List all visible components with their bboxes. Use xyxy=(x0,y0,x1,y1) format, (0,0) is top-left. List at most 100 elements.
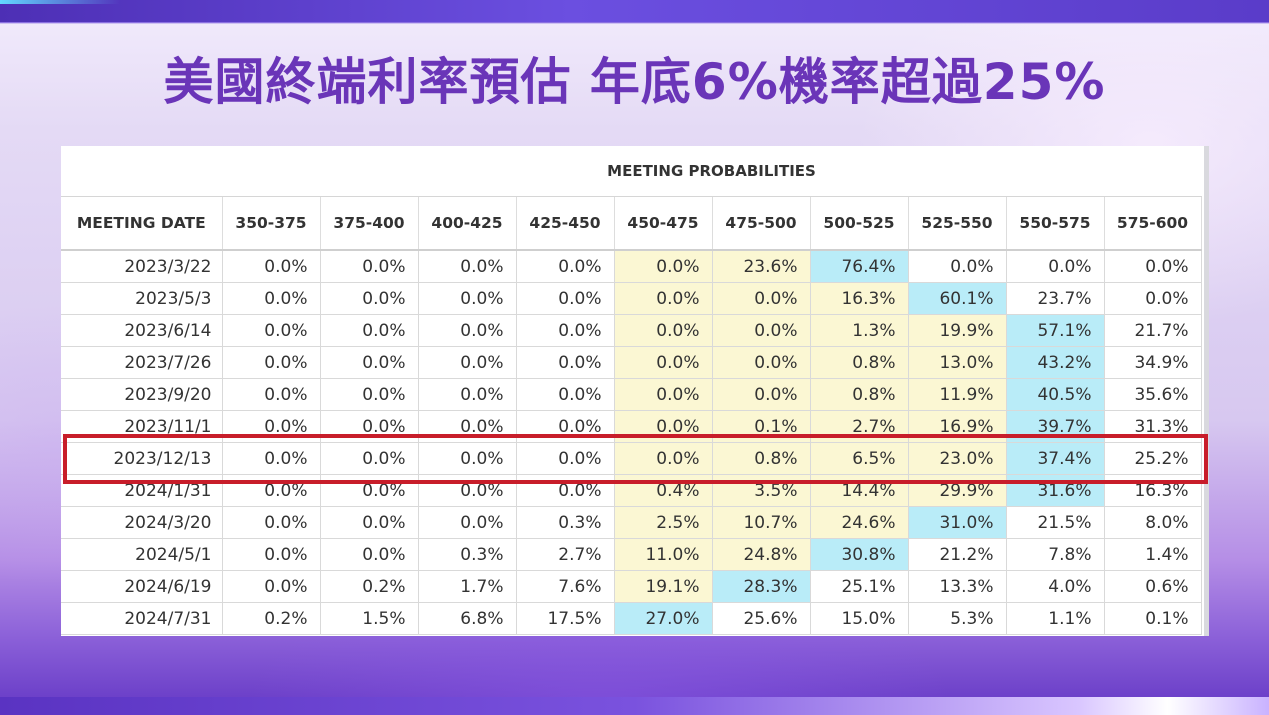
probability-cell: 0.0% xyxy=(222,474,321,507)
probability-cell: 6.5% xyxy=(810,442,909,475)
probability-cell: 13.0% xyxy=(908,346,1007,379)
probability-cell: 31.0% xyxy=(908,506,1007,539)
probability-cell: 24.6% xyxy=(810,506,909,539)
probability-cell: 23.0% xyxy=(908,442,1007,475)
probability-cell: 0.0% xyxy=(320,442,419,475)
probability-cell: 29.9% xyxy=(908,474,1007,507)
table-row: 2023/7/26 0.0% 0.0% 0.0% 0.0% 0.0% 0.0% 0.8% 13.… xyxy=(61,346,1202,379)
probability-cell: 0.0% xyxy=(222,570,321,603)
probability-cell: 0.0% xyxy=(418,442,517,475)
probability-cell: 21.7% xyxy=(1104,314,1202,347)
column-header-row: MEETING DATE 350-375 375-400 400-425 425-450… xyxy=(61,196,1202,251)
probability-cell: 0.0% xyxy=(222,442,321,475)
probability-cell: 0.0% xyxy=(320,314,419,347)
probability-cell: 0.0% xyxy=(516,346,615,379)
column-header-400-425: 400-425 xyxy=(418,196,517,251)
meeting-date-cell: 2023/9/20 xyxy=(61,378,223,411)
probability-cell: 0.0% xyxy=(320,474,419,507)
probability-cell: 37.4% xyxy=(1006,442,1105,475)
column-header-500-525: 500-525 xyxy=(810,196,909,251)
probability-cell: 0.0% xyxy=(320,506,419,539)
meeting-date-cell: 2024/1/31 xyxy=(61,474,223,507)
probability-cell: 3.5% xyxy=(712,474,811,507)
probability-cell: 0.8% xyxy=(712,442,811,475)
probability-cell: 0.0% xyxy=(712,282,811,315)
probability-cell: 40.5% xyxy=(1006,378,1105,411)
probability-cell: 0.0% xyxy=(418,474,517,507)
table-row: 2024/3/20 0.0% 0.0% 0.0% 0.3% 2.5% 10.7% 24.6% 3… xyxy=(61,506,1202,539)
probability-cell: 0.0% xyxy=(1104,250,1202,283)
probability-cell: 16.9% xyxy=(908,410,1007,443)
probability-cell: 0.0% xyxy=(320,410,419,443)
probability-cell: 14.4% xyxy=(810,474,909,507)
probability-cell: 0.3% xyxy=(418,538,517,571)
slide-title: 美國終端利率預估 年底6%機率超過25% xyxy=(163,53,1106,111)
meeting-date-cell: 2024/3/20 xyxy=(61,506,223,539)
probability-cell: 1.4% xyxy=(1104,538,1202,571)
probability-cell: 7.8% xyxy=(1006,538,1105,571)
table-row: 2023/9/20 0.0% 0.0% 0.0% 0.0% 0.0% 0.0% 0.8% 11.… xyxy=(61,378,1202,411)
probability-cell: 0.0% xyxy=(320,282,419,315)
bottom-band xyxy=(0,697,1269,715)
column-header-475-500: 475-500 xyxy=(712,196,811,251)
probability-cell: 0.0% xyxy=(516,282,615,315)
probability-cell: 57.1% xyxy=(1006,314,1105,347)
probability-cell: 0.0% xyxy=(516,474,615,507)
probability-cell: 0.0% xyxy=(222,314,321,347)
meeting-date-cell: 2023/5/3 xyxy=(61,282,223,315)
probability-cell: 24.8% xyxy=(712,538,811,571)
probability-cell: 0.0% xyxy=(222,250,321,283)
probability-cell: 0.2% xyxy=(222,602,321,635)
probability-cell: 0.0% xyxy=(320,538,419,571)
column-header-425-450: 425-450 xyxy=(516,196,615,251)
probability-cell: 0.0% xyxy=(1006,250,1105,283)
column-header-date: MEETING DATE xyxy=(61,196,223,251)
probability-cell: 0.4% xyxy=(614,474,713,507)
probability-cell: 19.9% xyxy=(908,314,1007,347)
table-row: 2024/6/19 0.0% 0.2% 1.7% 7.6% 19.1% 28.3% 25.1%… xyxy=(61,570,1202,603)
probability-cell: 16.3% xyxy=(1104,474,1202,507)
meeting-probabilities-table: MEETING PROBABILITIES MEETING DATE 350-37… xyxy=(61,146,1202,635)
probability-cell: 0.0% xyxy=(222,538,321,571)
table-row: 2023/5/3 0.0% 0.0% 0.0% 0.0% 0.0% 0.0% 16.3% 60.… xyxy=(61,282,1202,315)
probability-cell: 0.0% xyxy=(516,442,615,475)
probability-cell: 0.1% xyxy=(1104,602,1202,635)
probability-cell: 60.1% xyxy=(908,282,1007,315)
probability-cell: 0.0% xyxy=(516,314,615,347)
probability-cell: 28.3% xyxy=(712,570,811,603)
meeting-date-cell: 2023/6/14 xyxy=(61,314,223,347)
top-band xyxy=(0,0,1269,22)
probability-cell: 0.0% xyxy=(418,506,517,539)
probability-cell: 0.0% xyxy=(614,346,713,379)
probability-cell: 1.1% xyxy=(1006,602,1105,635)
probability-cell: 25.1% xyxy=(810,570,909,603)
probability-cell: 0.0% xyxy=(222,410,321,443)
probability-cell: 4.0% xyxy=(1006,570,1105,603)
probability-cell: 76.4% xyxy=(810,250,909,283)
probability-cell: 0.0% xyxy=(418,378,517,411)
meeting-date-cell: 2023/12/13 xyxy=(61,442,223,475)
column-header-525-550: 525-550 xyxy=(908,196,1007,251)
probability-cell: 0.0% xyxy=(418,250,517,283)
probability-table-panel: MEETING PROBABILITIES MEETING DATE 350-37… xyxy=(61,146,1209,636)
probability-cell: 0.0% xyxy=(418,410,517,443)
probability-cell: 0.0% xyxy=(418,314,517,347)
probability-cell: 0.0% xyxy=(516,250,615,283)
probability-cell: 0.6% xyxy=(1104,570,1202,603)
probability-cell: 0.2% xyxy=(320,570,419,603)
probability-cell: 11.0% xyxy=(614,538,713,571)
probability-cell: 0.0% xyxy=(614,378,713,411)
probability-cell: 0.0% xyxy=(418,346,517,379)
probability-cell: 21.5% xyxy=(1006,506,1105,539)
probability-cell: 0.1% xyxy=(712,410,811,443)
probability-cell: 0.0% xyxy=(222,346,321,379)
table-body: 2023/3/22 0.0% 0.0% 0.0% 0.0% 0.0% 23.6% 76.4% 0… xyxy=(61,250,1202,635)
probability-cell: 31.6% xyxy=(1006,474,1105,507)
probability-cell: 43.2% xyxy=(1006,346,1105,379)
column-header-550-575: 550-575 xyxy=(1006,196,1105,251)
probability-cell: 5.3% xyxy=(908,602,1007,635)
probability-cell: 0.3% xyxy=(516,506,615,539)
probability-cell: 13.3% xyxy=(908,570,1007,603)
probability-cell: 0.0% xyxy=(320,250,419,283)
table-row: 2023/11/1 0.0% 0.0% 0.0% 0.0% 0.0% 0.1% 2.7% 16.… xyxy=(61,410,1202,443)
